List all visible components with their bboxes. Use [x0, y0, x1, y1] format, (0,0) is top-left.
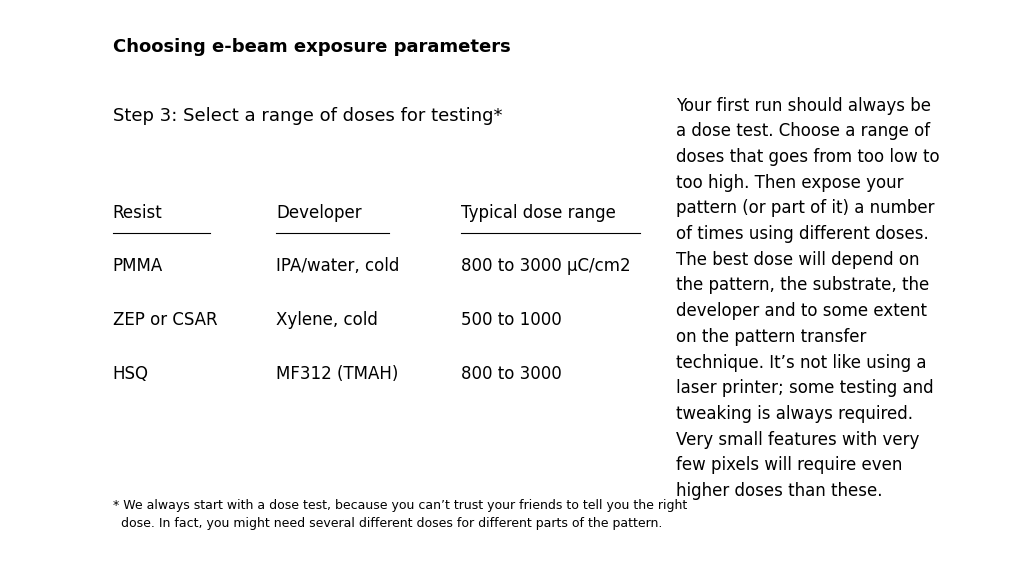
Text: dose. In fact, you might need several different doses for different parts of the: dose. In fact, you might need several di… — [113, 517, 662, 530]
Text: Resist: Resist — [113, 204, 163, 222]
Text: 500 to 1000: 500 to 1000 — [461, 311, 561, 329]
Text: Developer: Developer — [276, 204, 362, 222]
Text: IPA/water, cold: IPA/water, cold — [276, 257, 399, 275]
Text: PMMA: PMMA — [113, 257, 163, 275]
Text: 800 to 3000 μC/cm2: 800 to 3000 μC/cm2 — [461, 257, 631, 275]
Text: Step 3: Select a range of doses for testing*: Step 3: Select a range of doses for test… — [113, 107, 502, 125]
Text: * We always start with a dose test, because you can’t trust your friends to tell: * We always start with a dose test, beca… — [113, 499, 687, 511]
Text: MF312 (TMAH): MF312 (TMAH) — [276, 365, 399, 382]
Text: Typical dose range: Typical dose range — [461, 204, 615, 222]
Text: ZEP or CSAR: ZEP or CSAR — [113, 311, 217, 329]
Text: Xylene, cold: Xylene, cold — [276, 311, 378, 329]
Text: HSQ: HSQ — [113, 365, 148, 382]
Text: Choosing e-beam exposure parameters: Choosing e-beam exposure parameters — [113, 37, 510, 55]
Text: Your first run should always be
a dose test. Choose a range of
doses that goes f: Your first run should always be a dose t… — [676, 97, 939, 500]
Text: 800 to 3000: 800 to 3000 — [461, 365, 561, 382]
